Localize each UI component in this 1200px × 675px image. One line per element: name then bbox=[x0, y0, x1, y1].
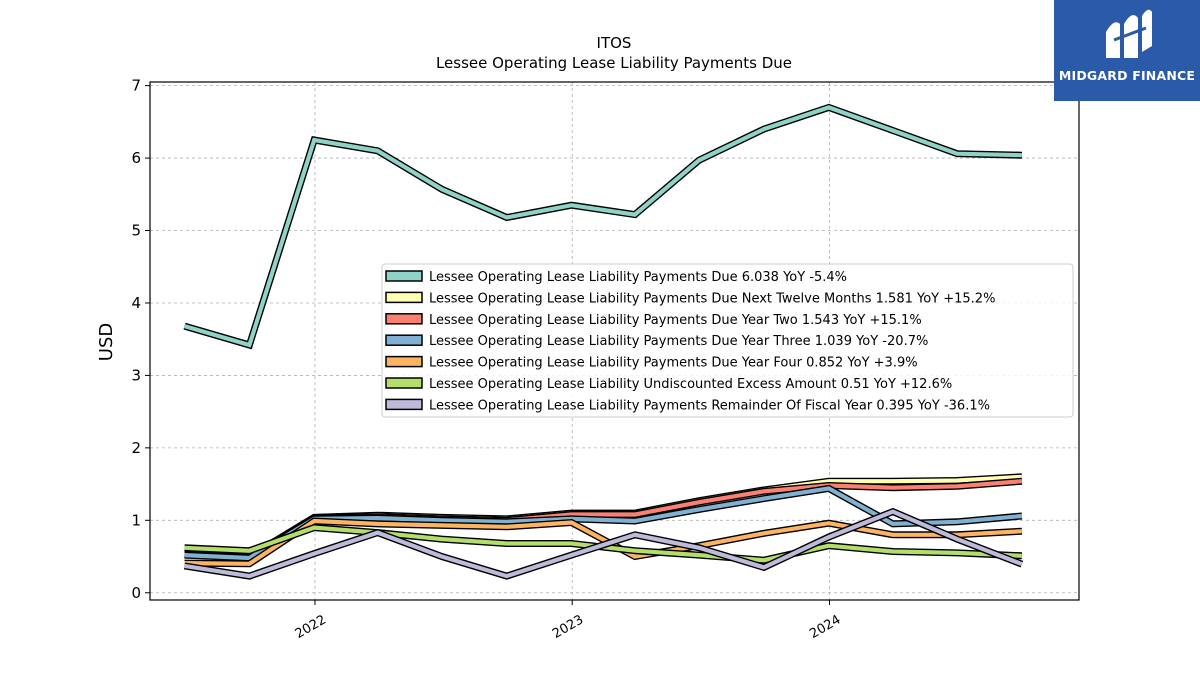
y-axis-label: USD bbox=[96, 323, 117, 361]
brand-name: MIDGARD FINANCE bbox=[1058, 68, 1196, 83]
y-tick-label: 7 bbox=[131, 77, 141, 95]
y-tick-label: 2 bbox=[131, 439, 141, 457]
plot-frame bbox=[149, 81, 1080, 601]
legend-entry: Lessee Operating Lease Liability Payment… bbox=[429, 313, 922, 328]
x-tick-label: 2022 bbox=[293, 612, 329, 642]
chart-subtitle: Lessee Operating Lease Liability Payment… bbox=[436, 54, 792, 72]
legend-entry: Lessee Operating Lease Liability Payment… bbox=[429, 356, 918, 371]
y-tick-label: 4 bbox=[131, 294, 141, 312]
brand-logo: MIDGARD FINANCE bbox=[1054, 0, 1200, 101]
x-tick-label: 2024 bbox=[807, 612, 843, 642]
y-tick-label: 0 bbox=[131, 584, 141, 602]
legend-box bbox=[381, 263, 1074, 418]
legend-entry: Lessee Operating Lease Liability Payment… bbox=[429, 398, 990, 413]
midgard-logo-icon bbox=[1106, 9, 1152, 59]
series-line bbox=[183, 105, 1022, 348]
legend-entry: Lessee Operating Lease Liability Payment… bbox=[429, 270, 847, 285]
legend-swatch bbox=[385, 377, 423, 389]
legend: Lessee Operating Lease Liability Payment… bbox=[381, 263, 1074, 418]
series-line bbox=[184, 518, 1023, 566]
y-tick-label: 5 bbox=[131, 222, 141, 240]
legend-swatch bbox=[385, 334, 423, 346]
y-tick-label: 1 bbox=[131, 511, 141, 529]
legend-swatch bbox=[385, 313, 423, 325]
y-tick-label: 6 bbox=[131, 149, 141, 167]
legend-swatch bbox=[385, 355, 423, 368]
series-layer bbox=[183, 103, 1024, 580]
legend-swatch bbox=[385, 270, 423, 282]
x-tick-label: 2023 bbox=[550, 612, 586, 642]
series-line bbox=[184, 509, 1023, 579]
legend-entry: Lessee Operating Lease Liability Payment… bbox=[429, 334, 928, 349]
legend-swatch bbox=[385, 398, 423, 411]
y-tick-label: 3 bbox=[131, 366, 141, 384]
legend-entry: Lessee Operating Lease Liability Undisco… bbox=[429, 377, 952, 392]
legend-entry: Lessee Operating Lease Liability Payment… bbox=[429, 291, 995, 306]
chart-title: ITOS bbox=[597, 34, 632, 52]
legend-swatch bbox=[385, 291, 423, 304]
